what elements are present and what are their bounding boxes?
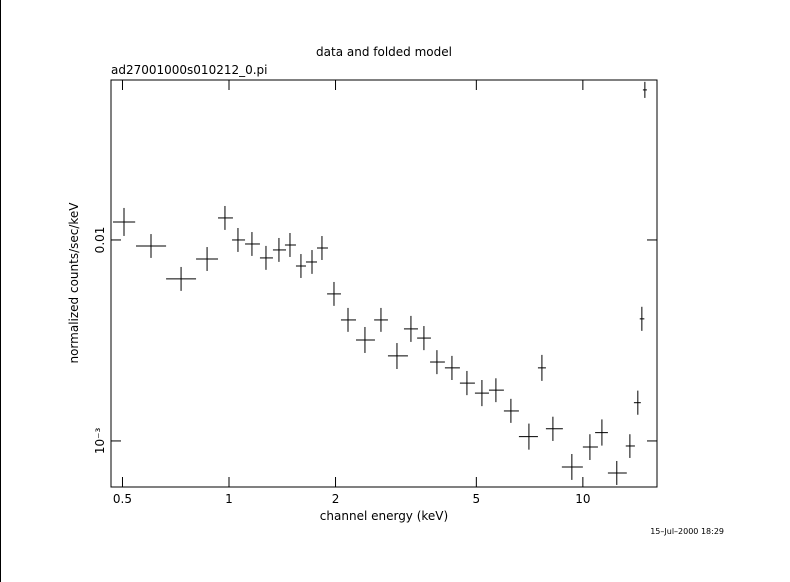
chart-subtitle: ad27001000s010212_0.pi [111, 63, 268, 77]
x-tick-label: 2 [332, 492, 340, 506]
x-tick-label: 0.5 [113, 492, 132, 506]
x-axis-label: channel energy (keV) [320, 509, 448, 523]
y-tick-label: 0.01 [93, 227, 107, 254]
plot-frame [110, 79, 658, 488]
timestamp: 15–Jul–2000 18:29 [650, 527, 724, 536]
y-tick-label: 10⁻³ [93, 428, 107, 455]
x-tick-label: 1 [225, 492, 233, 506]
x-tick-label: 5 [473, 492, 481, 506]
chart-title: data and folded model [316, 45, 452, 59]
y-axis-label: normalized counts/sec/keV [67, 202, 81, 364]
x-tick-label: 10 [575, 492, 590, 506]
